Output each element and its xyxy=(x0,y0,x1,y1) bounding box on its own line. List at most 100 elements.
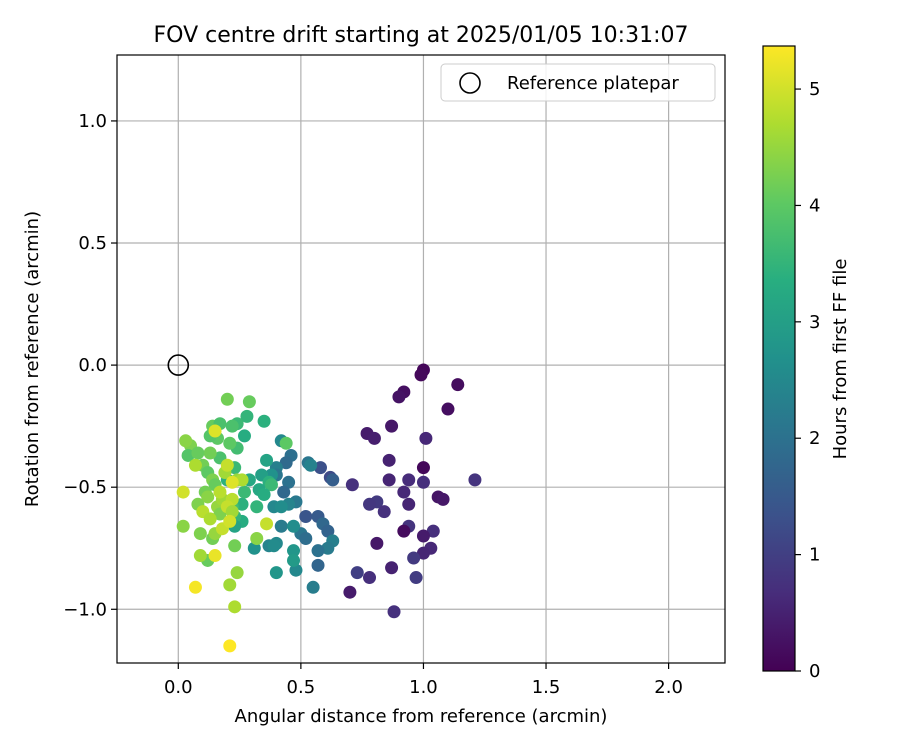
data-point xyxy=(451,378,465,392)
legend-label: Reference platepar xyxy=(507,73,679,94)
data-point xyxy=(441,402,455,416)
data-point xyxy=(363,571,377,585)
data-point xyxy=(397,485,411,499)
plot-frame xyxy=(116,54,726,664)
data-point xyxy=(382,453,396,467)
data-point xyxy=(223,436,237,450)
data-point xyxy=(193,549,207,563)
data-point xyxy=(279,456,293,470)
legend-box xyxy=(440,63,716,102)
data-point xyxy=(257,414,271,428)
x-axis-label: Angular distance from reference (arcmin) xyxy=(235,706,608,727)
data-point xyxy=(208,549,222,563)
data-point xyxy=(409,571,423,585)
data-point xyxy=(416,475,430,489)
y-axis-ticks: −1.0 −0.5 0.0 0.5 1.0 xyxy=(63,111,117,620)
data-point xyxy=(188,580,202,594)
data-point xyxy=(220,458,234,472)
colorbar-tick-label: 2 xyxy=(809,428,820,449)
colorbar-frame xyxy=(762,45,796,672)
data-point xyxy=(311,558,325,572)
data-point xyxy=(287,553,301,567)
data-point xyxy=(385,419,399,433)
reference-platepar-marker xyxy=(167,354,190,376)
data-point xyxy=(350,566,364,580)
data-point xyxy=(370,536,384,550)
data-point xyxy=(250,531,264,545)
data-point xyxy=(267,539,281,553)
data-point xyxy=(436,492,450,506)
data-point xyxy=(228,539,242,553)
x-tick-label: 2.0 xyxy=(654,677,683,698)
data-point xyxy=(237,429,251,443)
data-point xyxy=(287,544,301,558)
data-point xyxy=(345,478,359,492)
colorbar-tick-label: 5 xyxy=(809,79,820,100)
data-point xyxy=(367,431,381,445)
data-point xyxy=(468,473,482,487)
data-point xyxy=(225,505,239,519)
data-point xyxy=(235,497,249,511)
data-point xyxy=(228,600,242,614)
colorbar-gradient xyxy=(763,46,795,671)
data-point xyxy=(250,500,264,514)
data-point xyxy=(257,488,271,502)
data-point xyxy=(289,563,303,577)
data-point xyxy=(392,390,406,404)
data-point xyxy=(269,566,283,580)
plot-area xyxy=(117,55,725,663)
data-point xyxy=(176,485,190,499)
x-axis-ticks: 0.0 0.5 1.0 1.5 2.0 xyxy=(164,663,683,698)
data-point xyxy=(382,473,396,487)
data-point xyxy=(304,458,318,472)
data-point xyxy=(326,473,340,487)
data-point xyxy=(203,512,217,526)
data-point xyxy=(282,475,296,489)
data-point xyxy=(240,409,254,423)
data-point xyxy=(191,446,205,460)
x-tick-label: 1.5 xyxy=(532,677,561,698)
colorbar-tick-label: 0 xyxy=(809,661,820,682)
data-point xyxy=(260,517,274,531)
data-point xyxy=(242,395,256,409)
y-tick-label: −1.0 xyxy=(63,599,107,620)
data-point xyxy=(306,580,320,594)
data-point xyxy=(377,505,391,519)
y-tick-label: 0.0 xyxy=(78,355,107,376)
data-point xyxy=(223,578,237,592)
data-point xyxy=(179,434,193,448)
legend-reference-marker xyxy=(459,72,481,94)
data-point xyxy=(343,585,357,599)
y-tick-label: 1.0 xyxy=(78,111,107,132)
data-point xyxy=(416,461,430,475)
data-point xyxy=(279,436,293,450)
data-point xyxy=(313,461,327,475)
colorbar-tick-label: 1 xyxy=(809,545,820,566)
colorbar-ticks: 0 1 2 3 4 5 xyxy=(795,79,820,682)
data-point xyxy=(397,524,411,538)
data-point xyxy=(321,541,335,555)
data-point xyxy=(299,509,313,523)
data-point xyxy=(387,605,401,619)
data-point xyxy=(264,478,278,492)
data-point xyxy=(385,561,399,575)
data-point xyxy=(176,519,190,533)
data-points xyxy=(176,363,482,653)
data-point xyxy=(363,497,377,511)
data-point xyxy=(426,524,440,538)
data-point xyxy=(223,639,237,653)
data-point xyxy=(225,475,239,489)
data-point xyxy=(235,473,249,487)
data-point xyxy=(213,485,227,499)
data-point xyxy=(201,490,215,504)
data-point xyxy=(274,519,288,533)
colorbar-label: Hours from first FF file xyxy=(830,259,851,460)
data-point xyxy=(237,485,251,499)
data-point xyxy=(225,419,239,433)
x-tick-label: 0.0 xyxy=(164,677,193,698)
colorbar-tick-label: 3 xyxy=(809,312,820,333)
data-point xyxy=(287,519,301,533)
data-point xyxy=(230,566,244,580)
data-point xyxy=(402,473,416,487)
